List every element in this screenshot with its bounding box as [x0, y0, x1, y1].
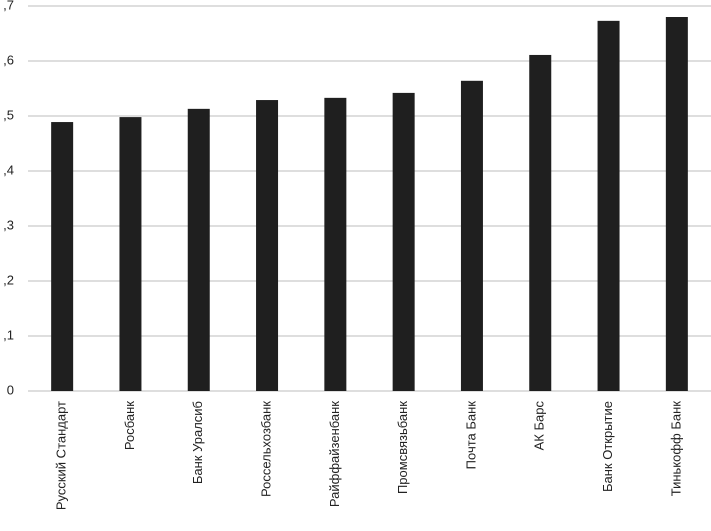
bar: [529, 54, 552, 391]
bar: [665, 17, 688, 391]
bar: [256, 100, 279, 392]
y-tick-label: ,4: [3, 162, 14, 177]
bar: [324, 97, 347, 391]
y-tick-label: 0: [7, 382, 14, 397]
x-tick-label: Промсвязьбанк: [395, 401, 410, 494]
y-tick-label: ,2: [3, 272, 14, 287]
x-tick-label: Тинькофф Банк: [668, 401, 683, 497]
bar: [51, 122, 74, 392]
x-tick-label: Райффайзенбанк: [327, 401, 342, 507]
x-tick-label: Банк Открытие: [600, 401, 615, 492]
bar: [597, 20, 620, 391]
x-tick-label: Почта Банк: [463, 401, 478, 470]
y-tick-label: ,6: [3, 52, 14, 67]
x-tick-label: Россельхозбанк: [258, 401, 273, 497]
x-tick-label: Русский Стандарт: [54, 401, 69, 510]
bar: [119, 117, 142, 391]
x-tick-label: Банк Уралсиб: [190, 401, 205, 484]
y-tick-label: ,3: [3, 217, 14, 232]
bar: [187, 108, 210, 391]
bar: [460, 80, 483, 392]
x-tick-label: Росбанк: [122, 401, 137, 450]
x-tick-label: АК Барс: [532, 401, 547, 451]
y-tick-label: ,5: [3, 107, 14, 122]
y-tick-label: ,7: [3, 0, 14, 12]
bar: [392, 92, 415, 392]
y-tick-label: ,1: [3, 327, 14, 342]
